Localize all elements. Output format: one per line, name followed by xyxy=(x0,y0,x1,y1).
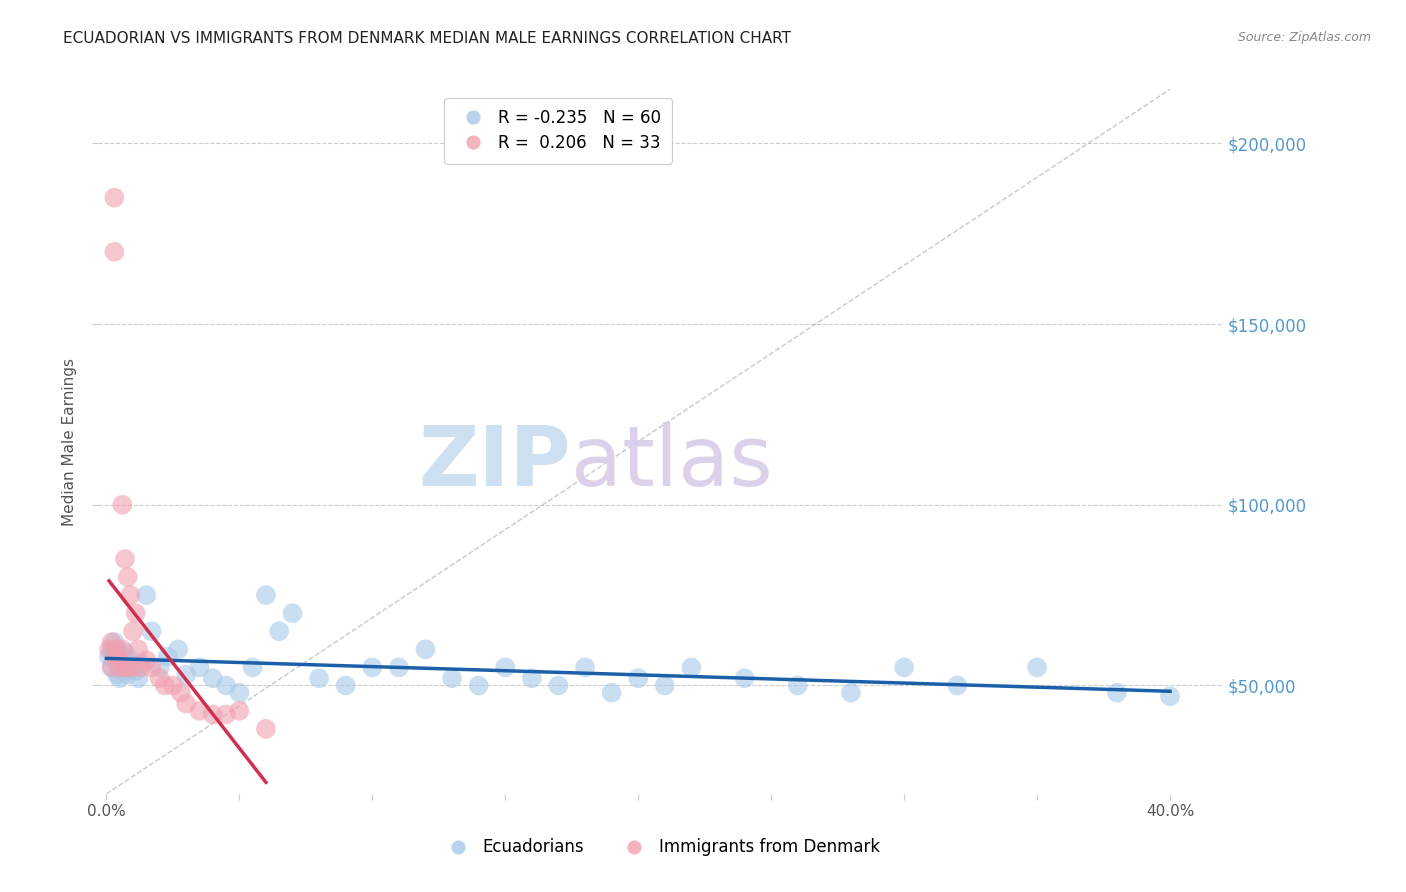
Y-axis label: Median Male Earnings: Median Male Earnings xyxy=(62,358,77,525)
Point xyxy=(127,671,149,685)
Point xyxy=(111,664,134,678)
Point xyxy=(124,606,146,620)
Point xyxy=(141,624,163,639)
Legend: Ecuadorians, Immigrants from Denmark: Ecuadorians, Immigrants from Denmark xyxy=(434,831,887,863)
Point xyxy=(105,657,128,671)
Text: ECUADORIAN VS IMMIGRANTS FROM DENMARK MEDIAN MALE EARNINGS CORRELATION CHART: ECUADORIAN VS IMMIGRANTS FROM DENMARK ME… xyxy=(63,31,792,46)
Point xyxy=(254,588,277,602)
Point xyxy=(242,660,264,674)
Point xyxy=(228,704,250,718)
Point xyxy=(415,642,437,657)
Point xyxy=(547,678,569,692)
Point xyxy=(170,686,193,700)
Point xyxy=(201,671,224,685)
Point xyxy=(122,660,145,674)
Point xyxy=(893,660,915,674)
Point xyxy=(228,686,250,700)
Point xyxy=(120,588,142,602)
Point xyxy=(215,678,238,692)
Point xyxy=(117,570,139,584)
Point xyxy=(269,624,291,639)
Point xyxy=(122,660,145,674)
Point xyxy=(467,678,489,692)
Point xyxy=(786,678,808,692)
Point xyxy=(148,660,170,674)
Point xyxy=(108,671,131,685)
Point xyxy=(105,642,128,657)
Point xyxy=(129,660,152,674)
Point xyxy=(103,191,125,205)
Point xyxy=(654,678,676,692)
Point xyxy=(494,660,516,674)
Point xyxy=(108,653,131,667)
Point xyxy=(117,660,139,674)
Point xyxy=(100,642,122,657)
Point xyxy=(441,671,464,685)
Point xyxy=(114,660,136,674)
Point xyxy=(135,653,157,667)
Point xyxy=(148,671,170,685)
Point xyxy=(114,552,136,566)
Point xyxy=(281,606,304,620)
Point xyxy=(114,657,136,671)
Point xyxy=(120,653,142,667)
Point xyxy=(174,697,197,711)
Point xyxy=(117,660,139,674)
Point xyxy=(188,660,211,674)
Point xyxy=(1159,690,1181,704)
Point xyxy=(108,660,131,674)
Point xyxy=(162,678,184,692)
Text: atlas: atlas xyxy=(571,422,772,503)
Point xyxy=(361,660,384,674)
Point xyxy=(201,707,224,722)
Point xyxy=(153,678,176,692)
Point xyxy=(111,642,134,657)
Point xyxy=(103,653,125,667)
Point xyxy=(114,646,136,660)
Point xyxy=(520,671,543,685)
Point xyxy=(100,635,122,649)
Point xyxy=(156,649,179,664)
Point xyxy=(111,498,134,512)
Point xyxy=(108,660,131,674)
Point xyxy=(103,244,125,259)
Point xyxy=(124,664,146,678)
Point xyxy=(946,678,969,692)
Point xyxy=(308,671,330,685)
Point xyxy=(254,722,277,736)
Point xyxy=(135,588,157,602)
Point xyxy=(1105,686,1128,700)
Point xyxy=(103,646,125,660)
Point xyxy=(103,635,125,649)
Point xyxy=(105,667,128,681)
Point xyxy=(100,660,122,674)
Point xyxy=(122,624,145,639)
Point xyxy=(98,642,121,657)
Point xyxy=(1026,660,1049,674)
Point xyxy=(335,678,357,692)
Point xyxy=(105,649,128,664)
Point xyxy=(117,667,139,681)
Point xyxy=(600,686,623,700)
Point xyxy=(681,660,703,674)
Point xyxy=(127,642,149,657)
Point xyxy=(388,660,411,674)
Point xyxy=(174,667,197,681)
Point xyxy=(98,649,121,664)
Point xyxy=(574,660,596,674)
Text: Source: ZipAtlas.com: Source: ZipAtlas.com xyxy=(1237,31,1371,45)
Text: ZIP: ZIP xyxy=(419,422,571,503)
Point xyxy=(734,671,756,685)
Point xyxy=(188,704,211,718)
Point xyxy=(839,686,862,700)
Point xyxy=(105,642,128,657)
Point xyxy=(100,660,122,674)
Point xyxy=(627,671,650,685)
Point xyxy=(167,642,190,657)
Point xyxy=(215,707,238,722)
Point xyxy=(108,653,131,667)
Point xyxy=(129,657,152,671)
Point xyxy=(141,660,163,674)
Point xyxy=(111,649,134,664)
